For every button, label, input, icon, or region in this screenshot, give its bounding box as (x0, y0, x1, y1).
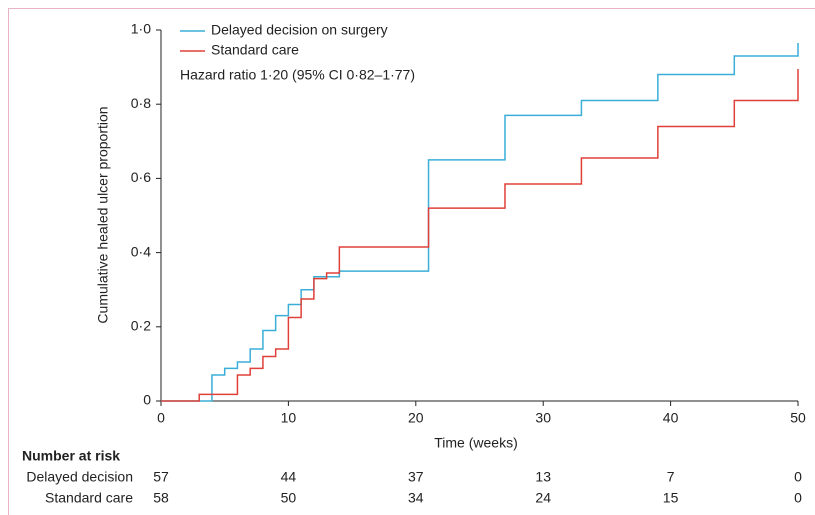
legend-label: Standard care (211, 42, 299, 58)
risk-table-title: Number at risk (22, 448, 120, 464)
step-line (161, 68, 799, 402)
y-tick-label: 0·2 (131, 318, 151, 334)
y-axis-label: Cumulative healed ulcer proportion (95, 106, 111, 323)
legend-label: Delayed decision on surgery (211, 22, 388, 38)
y-tick-label: 1·0 (131, 21, 151, 37)
risk-row-label: Standard care (45, 490, 133, 506)
x-tick-label: 0 (157, 410, 165, 426)
risk-row-label: Delayed decision (26, 469, 133, 485)
y-tick-label: 0·8 (131, 95, 151, 111)
risk-value: 57 (153, 469, 169, 485)
x-tick-label: 20 (408, 410, 424, 426)
x-tick-label: 50 (790, 410, 806, 426)
risk-value: 58 (153, 490, 169, 506)
risk-value: 50 (281, 490, 297, 506)
x-tick-label: 40 (663, 410, 679, 426)
y-tick-label: 0·4 (131, 243, 151, 259)
y-tick-label: 0·6 (131, 169, 151, 185)
y-tick-label: 0 (143, 392, 151, 408)
step-line (161, 42, 799, 402)
risk-value: 37 (408, 469, 424, 485)
x-tick-label: 30 (535, 410, 551, 426)
risk-value: 7 (667, 469, 675, 485)
risk-value: 15 (663, 490, 679, 506)
frame (8, 8, 815, 515)
risk-value: 34 (408, 490, 424, 506)
risk-value: 24 (535, 490, 551, 506)
x-tick-label: 10 (281, 410, 297, 426)
risk-value: 44 (281, 469, 297, 485)
risk-value: 0 (794, 490, 802, 506)
x-axis-label: Time (weeks) (434, 435, 518, 451)
risk-value: 0 (794, 469, 802, 485)
risk-value: 13 (535, 469, 551, 485)
annotation: Hazard ratio 1·20 (95% CI 0·82–1·77) (180, 67, 415, 83)
